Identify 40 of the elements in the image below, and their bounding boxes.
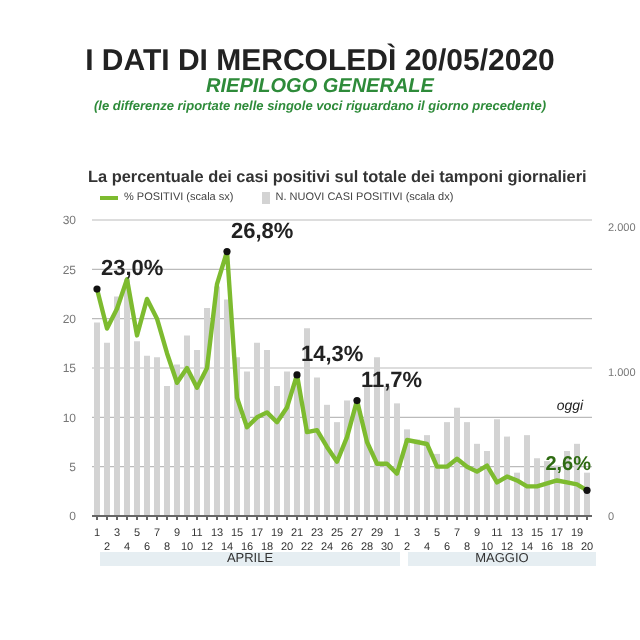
bar [534, 458, 540, 516]
bar [194, 349, 200, 516]
bar [134, 341, 140, 516]
bar [524, 435, 530, 516]
bar [504, 436, 510, 516]
bar [244, 371, 250, 516]
bar [184, 335, 190, 516]
bar [394, 403, 400, 516]
bar [334, 422, 340, 516]
bar [104, 342, 110, 516]
bar [224, 299, 230, 516]
bar [454, 407, 460, 516]
bar [274, 386, 280, 516]
data-label: 23,0% [101, 257, 164, 282]
bar [254, 342, 260, 516]
data-label: 2,6% [545, 454, 592, 477]
bar [284, 371, 290, 516]
bar [324, 404, 330, 516]
data-label: 11,7% [361, 368, 423, 393]
bar [124, 279, 130, 516]
data-label: 26,8% [231, 219, 294, 244]
bar [264, 349, 270, 516]
chart-title: I DATI DI MERCOLEDÌ 20/05/2020 [83, 44, 557, 78]
bar [494, 419, 500, 516]
bar [474, 443, 480, 516]
bar [444, 422, 450, 516]
bar [464, 422, 470, 516]
bar [414, 439, 420, 516]
bar [174, 364, 180, 516]
data-label: 14,3% [301, 342, 364, 367]
bar [154, 357, 160, 516]
bar [214, 286, 220, 516]
bar [354, 407, 360, 516]
bar [164, 386, 170, 516]
chart-subtitle: RIEPILOGO GENERALE [204, 76, 437, 98]
bar [114, 296, 120, 516]
text: La percentuale dei casi positivi sul totale dei tamponi giornalieri [88, 168, 589, 186]
bar [144, 355, 150, 516]
bar [94, 322, 100, 516]
bar [314, 377, 320, 516]
